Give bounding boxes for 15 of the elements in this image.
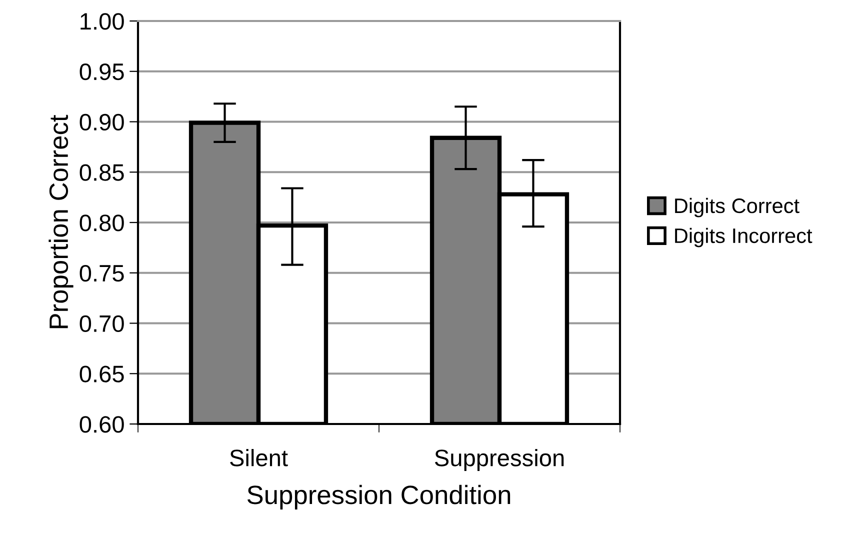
y-tick-label: 0.70 xyxy=(80,315,124,332)
y-tick-label: 0.60 xyxy=(80,416,124,433)
y-tick-label: 0.65 xyxy=(80,366,124,382)
y-tick-label: 0.85 xyxy=(80,164,124,181)
y-tick-label: 0.80 xyxy=(80,214,124,232)
y-axis-title: Proportion Correct xyxy=(48,114,74,328)
y-tick-label: 1.00 xyxy=(80,13,124,30)
x-tick-label: Suppression xyxy=(434,449,564,472)
x-axis-title: Suppression Condition xyxy=(247,484,510,510)
y-tick-label: 0.90 xyxy=(80,114,124,131)
x-tick-label: Silent xyxy=(230,449,288,466)
y-tick-label: 0.95 xyxy=(80,63,124,80)
legend-label: Digits Correct xyxy=(675,198,800,218)
legend-label: Digits Incorrect xyxy=(675,228,812,248)
y-tick-label: 0.75 xyxy=(80,264,124,282)
